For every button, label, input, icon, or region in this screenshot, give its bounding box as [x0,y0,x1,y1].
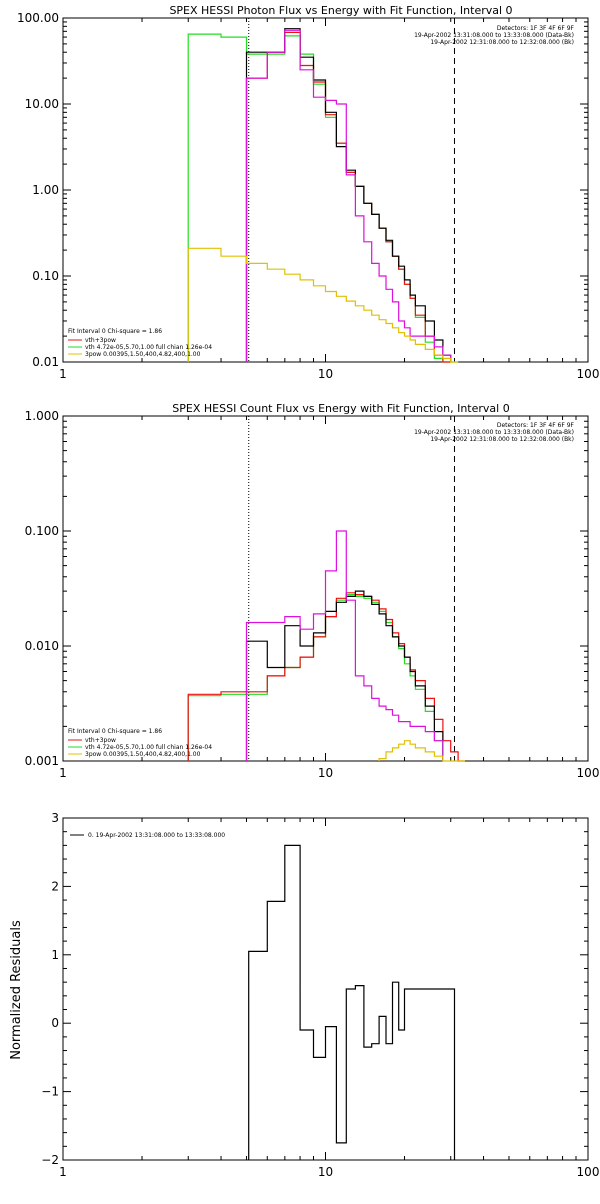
count-flux-panel: SPEX HESSI Count Flux vs Energy with Fit… [25,402,600,780]
count-legend-fit-interval: Fit Interval 0 Chi-square = 1.86 [68,728,162,735]
y-tick-label: 1 [51,948,59,962]
photon-legend-vth: vth 4.72e-05,5.70,1.00 full chian 1.26e-… [85,344,212,351]
residuals-y-axis-label: Normalized Residuals [9,920,24,1060]
y-tick-label: 0.100 [25,524,59,538]
photon-legend-bottom-left: Fit Interval 0 Chi-square = 1.86 vth+3po… [68,328,212,358]
x-tick-label: 10 [318,1165,333,1179]
photon-legend-bk-interval: 19-Apr-2002 12:31:08.000 to 12:32:08.000… [430,39,574,46]
y-tick-label: 1.00 [32,183,59,197]
y-tick-label: 10.00 [25,97,59,111]
y-tick-label: 3 [51,811,59,825]
count-legend-top-right: Detectors: 1F 3F 4F 6F 9F 19-Apr-2002 13… [414,422,574,443]
y-tick-label: −2 [41,1153,59,1167]
y-tick-label: 0.01 [32,355,59,369]
photon-chart-title: SPEX HESSI Photon Flux vs Energy with Fi… [169,4,512,17]
x-tick-label: 100 [577,367,600,381]
count-legend-3pow: 3pow 0.00395,1.50,400,4.82,400,1.00 [85,751,201,758]
series-black [245,28,452,362]
photon-legend-data-interval: 19-Apr-2002 13:31:08.000 to 13:33:08.000… [414,32,574,39]
photon-legend-top-right: Detectors: 1F 3F 4F 6F 9F 19-Apr-2002 13… [414,25,574,46]
y-tick-label: 0.010 [25,639,59,653]
x-tick-label: 1 [59,367,67,381]
series-black [245,590,444,761]
series-red [187,592,465,762]
photon-legend-detectors: Detectors: 1F 3F 4F 6F 9F [497,25,575,32]
count-legend-vth: vth 4.72e-05,5.70,1.00 full chian 1.26e-… [85,744,212,751]
residuals-plot-area: 1 10 100 −2 −1 0 1 2 3 [41,811,599,1179]
count-plot-area: 1 10 100 0.001 0.010 0.100 1.000 [25,409,600,780]
count-legend-bottom-left: Fit Interval 0 Chi-square = 1.86 vth+3po… [68,728,212,758]
count-legend-bk-interval: 19-Apr-2002 12:31:08.000 to 12:32:08.000… [430,436,574,443]
series-magenta [245,530,444,761]
y-tick-label: 100.00 [17,11,59,25]
count-legend-data-interval: 19-Apr-2002 13:31:08.000 to 13:33:08.000… [414,429,574,436]
photon-legend-fit-interval: Fit Interval 0 Chi-square = 1.86 [68,328,162,335]
x-tick-label: 1 [59,1165,67,1179]
series-black [248,844,456,1160]
y-tick-label: 1.000 [25,409,59,423]
y-tick-label: 0 [51,1016,59,1030]
series-magenta [245,29,452,362]
series-yellow [378,740,465,762]
x-tick-label: 100 [577,766,600,780]
count-legend-vth-3pow: vth+3pow [85,737,116,744]
y-tick-label: −1 [41,1085,59,1099]
photon-plot-area: 1 10 100 0.01 0.10 1.00 10.00 100.00 [17,11,599,381]
y-tick-label: 2 [51,879,59,893]
residuals-legend-label: 0. 19-Apr-2002 13:31:08.000 to 13:33:08.… [88,832,225,839]
y-tick-label: 0.001 [25,754,59,768]
x-tick-label: 1 [59,766,67,780]
residuals-panel: 1 10 100 −2 −1 0 1 2 3 0. 19-Apr-2002 13:31:08.0… [9,811,599,1179]
count-legend-detectors: Detectors: 1F 3F 4F 6F 9F [497,422,575,429]
x-tick-label: 100 [577,1165,600,1179]
x-tick-label: 10 [318,367,333,381]
count-chart-title: SPEX HESSI Count Flux vs Energy with Fit… [172,402,509,415]
series-yellow [187,247,459,363]
photon-legend-3pow: 3pow 0.00395,1.50,400,4.82,400,1.00 [85,351,201,358]
x-tick-label: 10 [318,766,333,780]
photon-flux-panel: SPEX HESSI Photon Flux vs Energy with Fi… [17,4,599,381]
y-tick-label: 0.10 [32,269,59,283]
photon-legend-vth-3pow: vth+3pow [85,337,116,344]
